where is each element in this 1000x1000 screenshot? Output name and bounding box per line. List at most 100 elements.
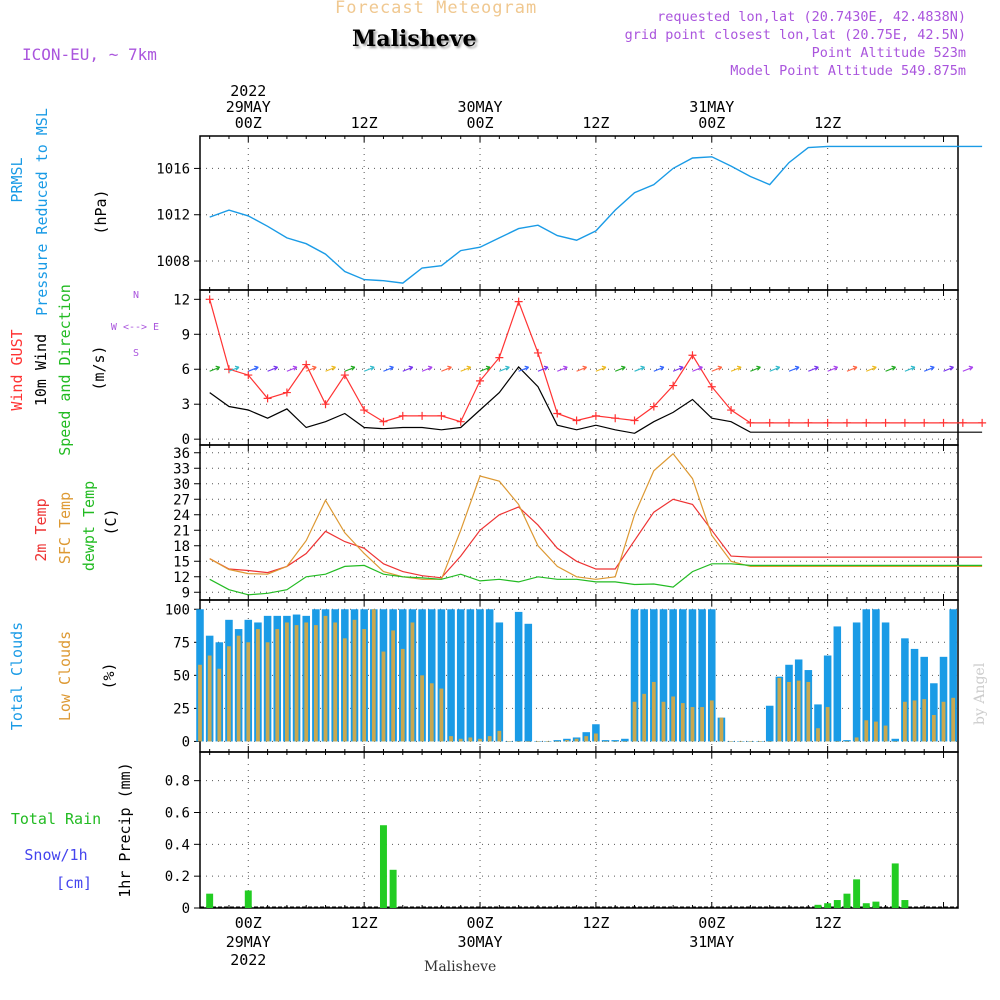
total-cloud-bar [437, 609, 446, 742]
pressure-label-unit: (hPa) [92, 189, 110, 234]
wind-direction-arrowhead [736, 365, 742, 371]
y-tick-label: 36 [173, 446, 190, 462]
wind-direction-arrowhead [254, 365, 259, 371]
top-time-label: 12Z [351, 114, 378, 132]
low-cloud-bar [362, 629, 367, 742]
low-cloud-bar [642, 693, 647, 742]
gust-marker [746, 418, 755, 427]
y-tick-label: 0.6 [165, 805, 190, 821]
gust-marker [533, 348, 542, 357]
low-cloud-bar [796, 680, 801, 742]
y-tick-label: 1008 [156, 254, 190, 270]
y-tick-label: 100 [165, 602, 190, 618]
wind-direction-arrow [614, 366, 626, 372]
low-cloud-bar [565, 740, 569, 742]
y-tick-label: 12 [173, 292, 190, 308]
temp-sfc-label: SFC Temp [56, 492, 74, 564]
total-cloud-bar [881, 622, 890, 742]
pressure-line [209, 145, 983, 284]
temp-2m-line [209, 498, 983, 579]
gust-marker [939, 418, 948, 427]
wind-direction-arrowhead [794, 365, 800, 371]
wind-direction-arrowhead [543, 365, 549, 371]
wind-direction-arrowhead [717, 365, 723, 371]
low-cloud-bar [275, 629, 280, 742]
wind-direction-arrow [267, 366, 278, 372]
wind-direction-arrow [808, 366, 819, 372]
total-cloud-bar [708, 609, 716, 742]
top-date-label: 31MAY [689, 98, 734, 116]
rain-bar [379, 825, 387, 908]
bottom-time-label: 00Z [235, 914, 262, 932]
temp-2m-label: 2m Temp [32, 498, 50, 561]
rain-bar [244, 890, 252, 908]
bottom-time-label: 00Z [698, 914, 725, 932]
total-cloud-bar [949, 609, 957, 742]
gust-marker [456, 417, 465, 426]
rain-bar [872, 901, 880, 908]
total-cloud-bar [833, 626, 842, 742]
wind-direction-arrow [518, 366, 529, 372]
low-cloud-bar [661, 701, 666, 742]
low-cloud-bar [497, 730, 502, 742]
y-tick-label: 0 [182, 734, 190, 750]
chart-title: Forecast Meteogram [335, 0, 538, 18]
gust-marker [495, 353, 504, 362]
low-cloud-bar [468, 737, 473, 742]
wind-direction-arrow [383, 366, 394, 372]
low-cloud-bar [903, 701, 907, 742]
wind-direction-arrow [286, 366, 298, 372]
y-tick-label: 21 [173, 523, 190, 539]
total-cloud-bar [765, 705, 774, 742]
y-tick-label: 6 [182, 362, 190, 378]
panel-frame-wind [199, 289, 959, 446]
low-cloud-bar [410, 622, 415, 742]
total-cloud-bar [688, 609, 697, 742]
gust-marker [920, 418, 929, 427]
low-cloud-bar [449, 736, 453, 742]
gust-marker [263, 394, 272, 403]
low-cloud-bar [584, 736, 589, 742]
wind-direction-arrow [325, 366, 336, 372]
point-altitude: Point Altitude 523m [811, 45, 966, 61]
top-date-label: 2022 [230, 82, 266, 100]
y-tick-label: 18 [173, 539, 190, 555]
low-cloud-bar [922, 699, 927, 742]
wind-direction-arrowhead [485, 365, 491, 371]
low-cloud-bar [767, 741, 772, 742]
low-cloud-bar [227, 646, 231, 742]
gust-marker [553, 409, 562, 418]
low-cloud-bar [526, 741, 531, 742]
gust-marker [205, 295, 214, 304]
total-cloud-bar [621, 738, 629, 742]
gust-marker [224, 365, 233, 374]
low-cloud-bar [400, 648, 405, 742]
gust-marker [572, 416, 581, 425]
wind-direction-arrowhead [852, 365, 858, 371]
wind-direction-arrowhead [698, 365, 703, 371]
rain-bar [853, 879, 861, 908]
compass-s: S [133, 348, 139, 359]
low-cloud-bar [246, 642, 251, 742]
wind-direction-arrowhead [930, 365, 935, 371]
wind-direction-arrowhead [312, 365, 317, 371]
low-cloud-bar [478, 738, 482, 742]
bottom-time-label: 12Z [814, 914, 841, 932]
total-cloud-bar [852, 622, 861, 742]
wind-direction-arrow [962, 366, 974, 372]
y-tick-label: 1016 [156, 161, 190, 177]
panel-frame-pressure [199, 135, 959, 291]
wind-direction-arrowhead [447, 365, 452, 371]
low-cloud-bar [236, 635, 241, 742]
panel-frame-precip [199, 751, 959, 909]
top-date-label: 29MAY [226, 98, 271, 116]
top-date-label: 30MAY [457, 98, 502, 116]
wind-direction-arrow [788, 366, 800, 372]
top-time-label: 12Z [814, 114, 841, 132]
snow-unit-label: [cm] [56, 874, 92, 892]
low-cloud-bar [883, 725, 888, 742]
rain-bar [814, 904, 822, 908]
wind-direction-arrowhead [234, 365, 240, 371]
total-cloud-bar [427, 609, 436, 742]
wind-direction-arrow [248, 366, 259, 372]
